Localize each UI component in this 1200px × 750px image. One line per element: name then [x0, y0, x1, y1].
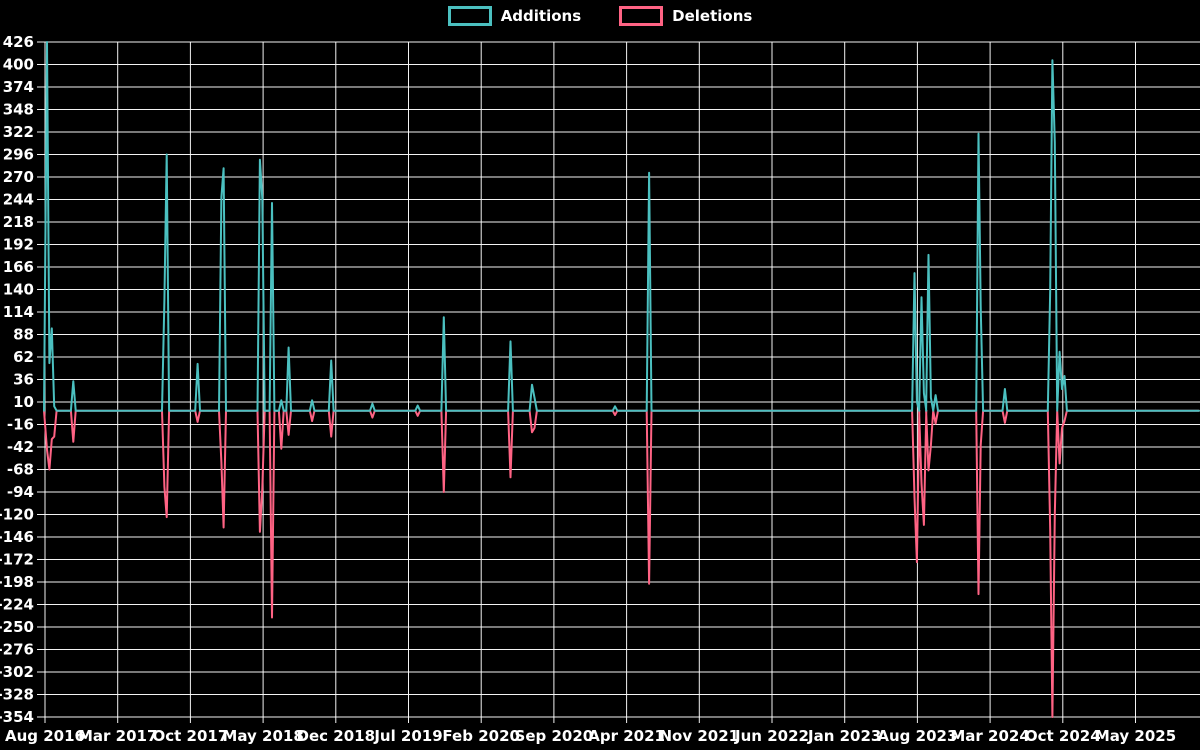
svg-text:Mar 2017: Mar 2017	[78, 727, 157, 745]
svg-text:36: 36	[13, 371, 34, 389]
svg-text:May 2018: May 2018	[222, 727, 303, 745]
svg-text:114: 114	[3, 303, 34, 321]
svg-text:244: 244	[3, 191, 34, 209]
svg-text:Jun 2022: Jun 2022	[734, 727, 809, 745]
legend-label-additions: Additions	[500, 6, 582, 25]
legend-item-deletions[interactable]: Deletions	[619, 6, 752, 26]
svg-text:270: 270	[3, 168, 34, 186]
svg-text:140: 140	[3, 281, 34, 299]
svg-text:-354: -354	[0, 708, 34, 726]
svg-text:-224: -224	[0, 596, 34, 614]
svg-text:-198: -198	[0, 573, 34, 591]
svg-text:Feb 2020: Feb 2020	[442, 727, 520, 745]
svg-text:-146: -146	[0, 528, 34, 546]
svg-text:Mar 2024: Mar 2024	[950, 727, 1029, 745]
svg-text:400: 400	[3, 56, 34, 74]
svg-text:Apr 2021: Apr 2021	[588, 727, 665, 745]
svg-text:192: 192	[3, 236, 34, 254]
deletions-swatch	[619, 6, 664, 26]
svg-text:Sep 2020: Sep 2020	[515, 727, 594, 745]
svg-text:296: 296	[3, 146, 34, 164]
svg-text:426: 426	[3, 33, 34, 51]
legend-label-deletions: Deletions	[672, 6, 753, 25]
svg-text:-276: -276	[0, 641, 34, 659]
svg-text:-16: -16	[7, 416, 34, 434]
svg-text:Oct 2024: Oct 2024	[1025, 727, 1101, 745]
svg-text:Aug 2023: Aug 2023	[877, 727, 957, 745]
svg-text:Oct 2017: Oct 2017	[153, 727, 229, 745]
svg-text:-68: -68	[7, 461, 34, 479]
svg-text:348: 348	[3, 101, 34, 119]
svg-text:322: 322	[3, 123, 34, 141]
svg-text:Jan 2023: Jan 2023	[807, 727, 881, 745]
svg-text:-250: -250	[0, 618, 34, 636]
svg-text:-302: -302	[0, 663, 34, 681]
chart-legend: Additions Deletions	[0, 6, 1200, 26]
svg-text:May 2025: May 2025	[1095, 727, 1176, 745]
svg-text:-328: -328	[0, 686, 34, 704]
svg-text:-94: -94	[7, 483, 34, 501]
svg-text:Aug 2016: Aug 2016	[5, 727, 85, 745]
svg-text:Jul 2019: Jul 2019	[373, 727, 442, 745]
svg-text:Dec 2018: Dec 2018	[297, 727, 376, 745]
svg-text:-42: -42	[7, 438, 34, 456]
svg-text:218: 218	[3, 213, 34, 231]
legend-item-additions[interactable]: Additions	[447, 6, 582, 26]
additions-swatch	[447, 6, 492, 26]
svg-text:Nov 2021: Nov 2021	[659, 727, 739, 745]
svg-text:10: 10	[13, 393, 34, 411]
svg-text:374: 374	[3, 78, 34, 96]
svg-text:62: 62	[13, 348, 34, 366]
svg-text:166: 166	[3, 258, 34, 276]
svg-text:-172: -172	[0, 551, 34, 569]
svg-text:88: 88	[13, 326, 34, 344]
svg-text:-120: -120	[0, 506, 34, 524]
